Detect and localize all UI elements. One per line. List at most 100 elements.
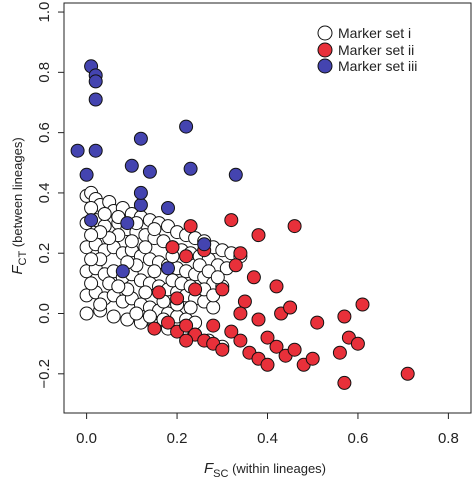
point-series-2-39 bbox=[305, 351, 320, 366]
point-series-2-16 bbox=[251, 312, 266, 327]
point-series-1-66 bbox=[206, 300, 221, 315]
point-series-3-4 bbox=[88, 143, 103, 158]
y-tick-label-2: 0.2 bbox=[36, 243, 53, 264]
point-series-3-20 bbox=[115, 264, 130, 279]
x-axis-symbol: F bbox=[204, 460, 214, 477]
point-series-2-31 bbox=[233, 333, 248, 348]
point-series-2-21 bbox=[355, 297, 370, 312]
x-tick-label-0: 0.0 bbox=[76, 430, 97, 447]
point-series-2-34 bbox=[260, 330, 275, 345]
point-series-2-42 bbox=[350, 336, 365, 351]
legend-label-set-i: Marker set i bbox=[338, 25, 411, 41]
point-series-2-29 bbox=[215, 342, 230, 357]
point-series-1-80 bbox=[79, 306, 94, 321]
point-series-2-43 bbox=[260, 357, 275, 372]
point-series-2-11 bbox=[152, 285, 166, 300]
point-series-2-47 bbox=[337, 375, 352, 390]
legend-marker-set-i bbox=[317, 25, 333, 41]
x-tick-label-4: 0.8 bbox=[438, 430, 459, 447]
point-series-2-13 bbox=[188, 282, 203, 297]
point-series-2-44 bbox=[206, 318, 221, 333]
y-axis-title: FCT (between lineages) bbox=[9, 137, 29, 274]
point-series-1-91 bbox=[84, 201, 99, 215]
point-series-2-10 bbox=[269, 279, 284, 294]
point-series-2-15 bbox=[237, 294, 252, 309]
point-series-1-95 bbox=[138, 240, 153, 255]
point-series-1-120 bbox=[84, 276, 99, 291]
point-series-2-46 bbox=[233, 306, 248, 321]
point-series-2-14 bbox=[215, 282, 230, 297]
legend-label-set-iii: Marker set iii bbox=[338, 58, 417, 74]
point-series-2-1 bbox=[224, 213, 239, 228]
point-series-1-113 bbox=[147, 222, 162, 237]
point-series-3-18 bbox=[197, 237, 212, 252]
point-series-3-5 bbox=[70, 143, 85, 158]
point-series-2-48 bbox=[400, 366, 415, 381]
point-series-3-19 bbox=[161, 261, 175, 276]
series-2 bbox=[147, 213, 415, 390]
series-3 bbox=[70, 59, 243, 279]
point-series-2-22 bbox=[147, 321, 162, 336]
point-series-2-4 bbox=[165, 240, 180, 255]
point-series-2-2 bbox=[251, 228, 266, 243]
point-series-1-125 bbox=[142, 309, 157, 324]
point-series-1-92 bbox=[97, 207, 112, 221]
y-tick-label-0: −0.2 bbox=[36, 359, 53, 389]
point-series-2-45 bbox=[179, 333, 194, 348]
point-series-1-118 bbox=[84, 228, 99, 243]
point-series-3-3 bbox=[88, 92, 103, 107]
x-tick-label-1: 0.2 bbox=[167, 430, 188, 447]
y-axis-symbol: F bbox=[9, 265, 26, 275]
point-series-1-100 bbox=[138, 285, 153, 300]
point-series-3-15 bbox=[161, 201, 175, 215]
point-series-3-12 bbox=[133, 198, 148, 212]
x-axis-title: FSC (within lineages) bbox=[204, 460, 326, 479]
point-series-3-8 bbox=[133, 131, 148, 146]
point-series-2-30 bbox=[224, 324, 239, 339]
point-series-2-18 bbox=[283, 300, 298, 315]
x-tick-label-3: 0.6 bbox=[348, 430, 369, 447]
point-series-2-12 bbox=[170, 291, 185, 306]
legend: Marker set i Marker set ii Marker set ii… bbox=[317, 25, 417, 74]
point-series-2-35 bbox=[269, 339, 284, 354]
y-tick-label-5: 0.8 bbox=[36, 62, 53, 83]
point-series-2-19 bbox=[310, 315, 325, 330]
point-series-2-9 bbox=[246, 270, 261, 285]
y-tick-label-1: 0.0 bbox=[36, 303, 53, 324]
y-tick-label-4: 0.6 bbox=[36, 122, 53, 143]
point-series-3-14 bbox=[120, 216, 135, 231]
point-series-1-108 bbox=[210, 270, 225, 285]
point-series-1-94 bbox=[124, 234, 139, 249]
point-series-2-40 bbox=[332, 345, 347, 360]
point-series-2-6 bbox=[233, 246, 248, 261]
point-series-2-8 bbox=[228, 258, 243, 273]
point-series-2-37 bbox=[287, 342, 302, 357]
point-series-2-23 bbox=[161, 315, 175, 330]
y-tick-label-6: 1.0 bbox=[36, 2, 53, 23]
x-axis-text: (within lineages) bbox=[228, 461, 326, 476]
point-series-2-3 bbox=[287, 219, 302, 234]
point-series-3-2 bbox=[88, 74, 103, 89]
point-series-1-124 bbox=[129, 306, 144, 321]
y-axis-subscript: CT bbox=[17, 251, 29, 266]
point-series-1-122 bbox=[111, 279, 126, 294]
y-axis-text: (between lineages) bbox=[10, 137, 25, 250]
point-series-3-6 bbox=[79, 167, 94, 182]
point-series-3-16 bbox=[133, 185, 148, 200]
axes-layer: 0.0 0.2 0.4 0.6 0.8 −0.2 0.0 0.2 0.4 0.6 0.8 1.0 bbox=[36, 2, 459, 447]
x-tick-label-2: 0.4 bbox=[257, 430, 278, 447]
legend-marker-set-iii bbox=[317, 58, 333, 74]
point-series-1-111 bbox=[183, 300, 198, 315]
point-series-2-25 bbox=[179, 318, 194, 333]
points-layer bbox=[70, 59, 415, 390]
point-series-2-0 bbox=[183, 219, 198, 234]
point-series-1-121 bbox=[93, 297, 108, 312]
x-axis-subscript: SC bbox=[213, 468, 228, 479]
point-series-3-11 bbox=[142, 164, 157, 179]
point-series-3-17 bbox=[84, 213, 99, 228]
point-series-2-7 bbox=[179, 249, 194, 264]
legend-marker-set-ii bbox=[317, 42, 333, 58]
point-series-3-10 bbox=[183, 161, 198, 176]
point-series-2-20 bbox=[337, 309, 352, 324]
